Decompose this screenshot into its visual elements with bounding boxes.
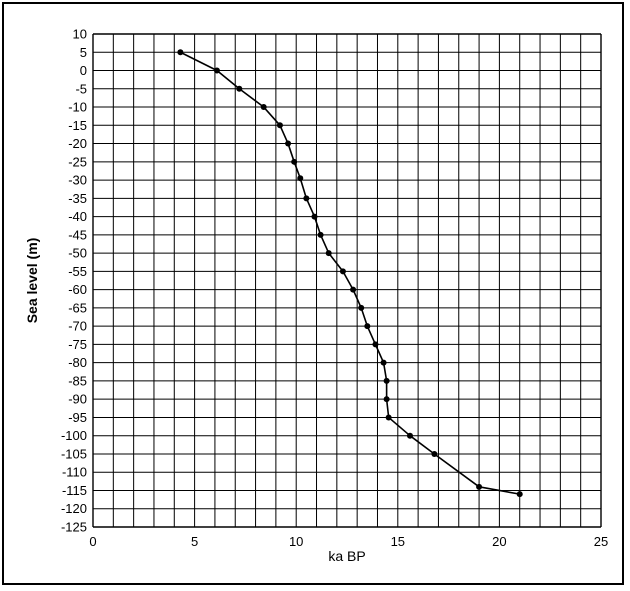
data-point: [276, 122, 283, 129]
x-tick-label: 0: [89, 534, 96, 549]
y-tick-label: -105: [61, 446, 87, 461]
y-tick-label: -5: [75, 81, 87, 96]
data-point: [406, 432, 413, 439]
data-point: [516, 491, 523, 498]
series-group: [177, 49, 523, 498]
y-tick-label: -20: [68, 136, 87, 151]
data-point: [311, 213, 318, 220]
y-tick-label: -35: [68, 191, 87, 206]
series-line: [180, 51, 520, 495]
data-point: [297, 175, 304, 182]
x-axis-title: ka BP: [328, 548, 365, 564]
y-tick-label: -70: [68, 319, 87, 334]
data-point: [303, 195, 310, 202]
y-tick-label: -75: [68, 337, 87, 352]
y-tick-label: -95: [68, 410, 87, 425]
data-point: [325, 250, 332, 257]
data-point: [476, 483, 483, 490]
y-tick-label: -60: [68, 282, 87, 297]
y-tick-label: -100: [61, 428, 87, 443]
y-tick-label: -120: [61, 501, 87, 516]
data-point: [236, 85, 243, 92]
data-point: [383, 377, 390, 384]
y-tick-label: -115: [62, 483, 87, 498]
y-tick-label: -65: [68, 300, 87, 315]
y-tick-label: -110: [62, 465, 87, 480]
chart-frame: [2, 2, 624, 585]
y-tick-label: -45: [68, 227, 87, 242]
data-point: [177, 49, 184, 56]
y-tick-label: -125: [61, 520, 87, 535]
data-point: [317, 231, 324, 238]
y-axis-ticks: 10 5 0 -5 -10 -15 -20 -25 -30 -35 -40 -45 -50 -55 -60 -…: [61, 27, 87, 535]
data-point: [213, 67, 220, 74]
grid: [92, 33, 602, 528]
data-point: [350, 286, 357, 293]
y-tick-label: -55: [68, 264, 87, 279]
y-tick-label: 0: [80, 63, 87, 78]
y-tick-label: -15: [68, 118, 87, 133]
data-point: [339, 268, 346, 275]
x-tick-label: 15: [391, 534, 405, 549]
data-point: [358, 304, 365, 311]
data-point: [260, 104, 267, 111]
y-tick-label: -40: [68, 209, 87, 224]
data-point: [431, 450, 438, 457]
data-point: [291, 158, 298, 165]
y-axis-title: Sea level (m): [24, 238, 40, 324]
y-tick-label: -30: [68, 173, 87, 188]
x-axis-ticks: 0 5 10 15 20 25: [89, 534, 608, 549]
data-point: [372, 341, 379, 348]
y-tick-label: -85: [68, 373, 87, 388]
y-tick-label: -50: [68, 246, 87, 261]
x-tick-label: 5: [191, 534, 198, 549]
y-tick-label: 10: [73, 27, 87, 42]
y-tick-label: -80: [68, 355, 87, 370]
y-tick-label: -10: [68, 100, 87, 115]
data-point: [385, 414, 392, 421]
y-tick-label: 5: [80, 45, 87, 60]
y-tick-label: -90: [68, 392, 87, 407]
data-point: [383, 396, 390, 403]
data-point: [364, 323, 371, 330]
x-tick-label: 20: [492, 534, 506, 549]
y-tick-label: -25: [68, 154, 87, 169]
data-point: [380, 359, 387, 366]
x-tick-label: 10: [289, 534, 303, 549]
x-tick-label: 25: [594, 534, 608, 549]
data-point: [285, 140, 292, 147]
